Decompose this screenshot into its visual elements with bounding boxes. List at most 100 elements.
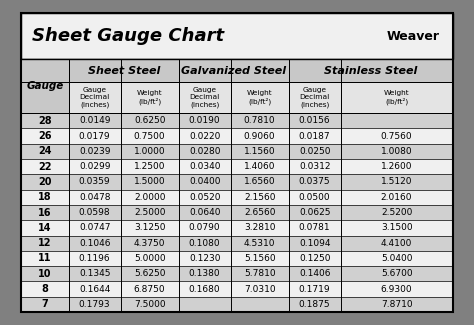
Text: 1.4060: 1.4060 [244,162,275,171]
Text: 1.2600: 1.2600 [381,162,412,171]
Bar [21,128,453,144]
Text: 2.1560: 2.1560 [244,193,275,202]
Text: 0.0520: 0.0520 [189,193,220,202]
Text: 0.0781: 0.0781 [299,223,330,232]
Text: 2.0160: 2.0160 [381,193,412,202]
Text: 0.1046: 0.1046 [79,239,110,248]
Text: 1.5000: 1.5000 [134,177,165,187]
Text: 0.1793: 0.1793 [79,300,110,309]
Text: 12: 12 [38,238,52,248]
Text: 1.1560: 1.1560 [244,147,275,156]
Text: 0.0747: 0.0747 [79,223,110,232]
Bar [69,82,120,113]
Text: 24: 24 [38,146,52,156]
Text: Stainless Steel: Stainless Steel [324,66,418,75]
Text: 0.0340: 0.0340 [189,162,220,171]
Text: 0.1250: 0.1250 [299,254,330,263]
Text: 5.7810: 5.7810 [244,269,275,278]
Text: 0.1196: 0.1196 [79,254,110,263]
Text: 5.1560: 5.1560 [244,254,275,263]
Text: 0.1345: 0.1345 [79,269,110,278]
Text: 4.4100: 4.4100 [381,239,412,248]
Text: 1.0000: 1.0000 [134,147,165,156]
Text: 1.0080: 1.0080 [381,147,412,156]
Text: Weaver: Weaver [387,30,440,43]
Text: 0.1380: 0.1380 [189,269,220,278]
Text: Weight
(lb/ft²): Weight (lb/ft²) [384,90,410,105]
Text: Weight
(lb/ft²): Weight (lb/ft²) [137,90,163,105]
Bar [21,236,453,251]
Text: 22: 22 [38,162,52,172]
Text: 0.1080: 0.1080 [189,239,220,248]
Text: 18: 18 [38,192,52,202]
Text: 0.0299: 0.0299 [79,162,110,171]
Text: 0.1719: 0.1719 [299,285,330,293]
Bar [21,251,453,266]
Text: 0.0179: 0.0179 [79,132,110,141]
Text: 0.0149: 0.0149 [79,116,110,125]
Text: 0.6250: 0.6250 [134,116,165,125]
Bar [21,297,453,312]
Text: 0.1644: 0.1644 [79,285,110,293]
Text: 0.1230: 0.1230 [189,254,220,263]
Text: 26: 26 [38,131,52,141]
Text: 7: 7 [42,299,48,309]
Bar [21,174,453,190]
Text: 0.7810: 0.7810 [244,116,275,125]
Bar [120,82,179,113]
Text: 0.0250: 0.0250 [299,147,330,156]
Bar [21,144,453,159]
Text: Gauge
Decimal
(inches): Gauge Decimal (inches) [300,87,330,108]
Text: 2.0000: 2.0000 [134,193,165,202]
Text: Gauge
Decimal
(inches): Gauge Decimal (inches) [190,87,220,108]
Text: 1.6560: 1.6560 [244,177,275,187]
Bar [179,59,289,82]
Text: Weight
(lb/ft²): Weight (lb/ft²) [247,90,273,105]
Text: 2.5000: 2.5000 [134,208,165,217]
Text: 5.0400: 5.0400 [381,254,412,263]
Text: 8: 8 [42,284,48,294]
Text: 1.2500: 1.2500 [134,162,165,171]
Text: 28: 28 [38,116,52,126]
Text: 0.0478: 0.0478 [79,193,110,202]
Text: 5.0000: 5.0000 [134,254,165,263]
Text: 0.0280: 0.0280 [189,147,220,156]
Text: 0.0220: 0.0220 [189,132,220,141]
Bar [21,220,453,236]
Text: 0.0375: 0.0375 [299,177,330,187]
Text: 6.9300: 6.9300 [381,285,412,293]
Text: Galvanized Steel: Galvanized Steel [181,66,286,75]
Text: 7.8710: 7.8710 [381,300,412,309]
Text: 2.5200: 2.5200 [381,208,412,217]
Text: 4.5310: 4.5310 [244,239,275,248]
Bar [340,82,453,113]
Text: 0.0239: 0.0239 [79,147,110,156]
Text: 7.0310: 7.0310 [244,285,275,293]
Text: 0.0312: 0.0312 [299,162,330,171]
Text: 0.0625: 0.0625 [299,208,330,217]
Text: 0.0790: 0.0790 [189,223,220,232]
Bar [179,82,230,113]
Text: 1.5120: 1.5120 [381,177,412,187]
Text: 4.3750: 4.3750 [134,239,165,248]
Text: 2.6560: 2.6560 [244,208,275,217]
Text: 3.1250: 3.1250 [134,223,165,232]
Text: 3.1500: 3.1500 [381,223,412,232]
Text: Sheet Steel: Sheet Steel [88,66,160,75]
Text: 6.8750: 6.8750 [134,285,165,293]
Text: 0.0156: 0.0156 [299,116,330,125]
Bar [289,59,453,82]
Bar [230,82,289,113]
Text: 0.1094: 0.1094 [299,239,330,248]
Text: 20: 20 [38,177,52,187]
Text: 0.9060: 0.9060 [244,132,275,141]
Text: 0.7500: 0.7500 [134,132,165,141]
Bar [289,82,340,113]
Bar [21,266,453,281]
Text: 7.5000: 7.5000 [134,300,165,309]
Bar [21,13,453,59]
Text: 5.6700: 5.6700 [381,269,412,278]
Text: 14: 14 [38,223,52,233]
Text: 0.0187: 0.0187 [299,132,330,141]
Bar [21,281,453,297]
